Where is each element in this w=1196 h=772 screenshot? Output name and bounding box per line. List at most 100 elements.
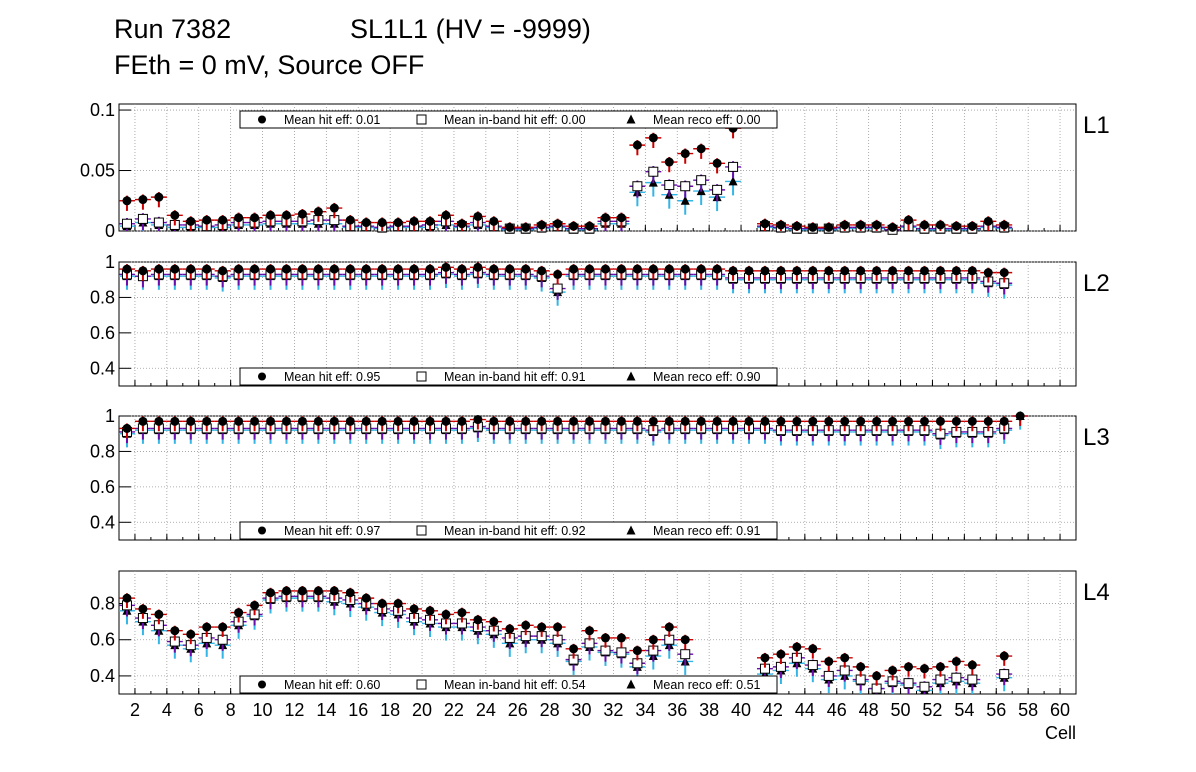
mean-hit-marker (824, 222, 834, 232)
mean-hit-marker (313, 586, 323, 596)
mean-hit-marker (250, 264, 260, 274)
mean-hit-marker (776, 220, 786, 230)
mean-hit-marker (297, 264, 307, 274)
mean-hit-marker (888, 665, 898, 675)
mean-hit-marker (297, 416, 307, 426)
mean-hit-marker (569, 264, 579, 274)
inband-hit-marker (903, 678, 914, 689)
x-tick-label: 40 (731, 700, 751, 720)
mean-hit-marker (409, 604, 419, 614)
x-tick-label: 32 (603, 700, 623, 720)
mean-hit-marker (361, 218, 371, 228)
mean-hit-marker (776, 266, 786, 276)
mean-hit-marker (425, 416, 435, 426)
layer-label: L4 (1083, 579, 1110, 606)
x-tick-label: 4 (162, 700, 172, 720)
mean-hit-marker (297, 209, 307, 219)
x-tick-label: 24 (476, 700, 496, 720)
mean-hit-marker (345, 264, 355, 274)
threshold-source-label: FEth = 0 mV, Source OFF (114, 50, 425, 80)
legend-reco-text: Mean reco eff: 0.91 (653, 524, 761, 538)
mean-hit-marker (489, 617, 499, 627)
legend-reco-marker (626, 114, 636, 124)
mean-hit-marker (951, 266, 961, 276)
mean-hit-marker (951, 221, 961, 231)
mean-hit-marker (712, 158, 722, 168)
mean-hit-marker (218, 416, 228, 426)
x-tick-label: 12 (284, 700, 304, 720)
legend: Mean hit eff: 0.60 Mean in-band hit eff: … (239, 675, 778, 694)
mean-hit-marker (919, 664, 929, 674)
mean-hit-marker (680, 635, 690, 645)
mean-hit-marker (553, 269, 563, 279)
legend-hit-text: Mean hit eff: 0.01 (284, 113, 380, 127)
mean-hit-marker (840, 416, 850, 426)
mean-hit-marker (457, 416, 467, 426)
mean-hit-marker (616, 213, 626, 223)
mean-hit-marker (266, 264, 276, 274)
mean-hit-marker (808, 644, 818, 654)
panel-frame (118, 415, 1077, 541)
legend-inband-text: Mean in-band hit eff: 0.00 (444, 113, 586, 127)
mean-hit-marker (840, 266, 850, 276)
mean-hit-marker (904, 215, 914, 225)
mean-hit-marker (457, 219, 467, 229)
mean-hit-marker (186, 216, 196, 226)
mean-hit-marker (824, 656, 834, 666)
mean-hit-marker (281, 264, 291, 274)
mean-hit-marker (329, 203, 339, 213)
mean-hit-marker (648, 416, 658, 426)
mean-hit-marker (999, 651, 1009, 661)
mean-hit-marker (202, 264, 212, 274)
mean-hit-marker (281, 210, 291, 220)
mean-hit-marker (457, 608, 467, 618)
legend: Mean hit eff: 0.95 Mean in-band hit eff: … (239, 367, 778, 386)
mean-hit-marker (345, 588, 355, 598)
mean-hit-marker (856, 662, 866, 672)
x-tick-label: 48 (859, 700, 879, 720)
mean-hit-marker (569, 221, 579, 231)
mean-hit-marker (473, 615, 483, 625)
mean-hit-marker (999, 220, 1009, 230)
y-tick-label: 0.4 (90, 666, 115, 686)
x-tick-label: 38 (699, 700, 719, 720)
reco-marker (680, 195, 690, 205)
mean-hit-marker (824, 266, 834, 276)
inband-hit-marker (648, 166, 659, 177)
mean-hit-marker (250, 416, 260, 426)
mean-hit-marker (409, 416, 419, 426)
legend-inband-text: Mean in-band hit eff: 0.54 (444, 678, 586, 692)
mean-hit-marker (234, 264, 244, 274)
mean-hit-marker (760, 266, 770, 276)
mean-hit-marker (345, 416, 355, 426)
y-tick-label: 0.4 (90, 512, 115, 532)
mean-hit-marker (313, 207, 323, 217)
legend-hit-marker (258, 372, 266, 381)
mean-hit-marker (664, 416, 674, 426)
legend: Mean hit eff: 0.97 Mean in-band hit eff: … (239, 521, 778, 540)
mean-hit-marker (122, 423, 132, 433)
y-tick-label: 0.6 (90, 630, 115, 650)
mean-hit-marker (760, 219, 770, 229)
x-tick-label: 2 (130, 700, 140, 720)
x-tick-label: 28 (540, 700, 560, 720)
mean-hit-marker (728, 416, 738, 426)
mean-hit-marker (234, 608, 244, 618)
y-tick-label: 0.8 (90, 441, 115, 461)
mean-hit-marker (154, 609, 164, 619)
x-tick-label: 8 (226, 700, 236, 720)
mean-hit-marker (425, 264, 435, 274)
mean-hit-marker (919, 220, 929, 230)
mean-hit-marker (473, 262, 483, 272)
mean-hit-marker (122, 593, 132, 603)
mean-hit-marker (967, 416, 977, 426)
mean-hit-marker (967, 660, 977, 670)
inband-hit-marker (153, 217, 164, 228)
legend-hit-marker (258, 526, 266, 535)
inband-hit-marker (712, 184, 723, 195)
legend-inband-marker (416, 371, 427, 382)
inband-hit-marker (951, 672, 962, 683)
mean-hit-marker (425, 606, 435, 616)
mean-hit-marker (393, 416, 403, 426)
